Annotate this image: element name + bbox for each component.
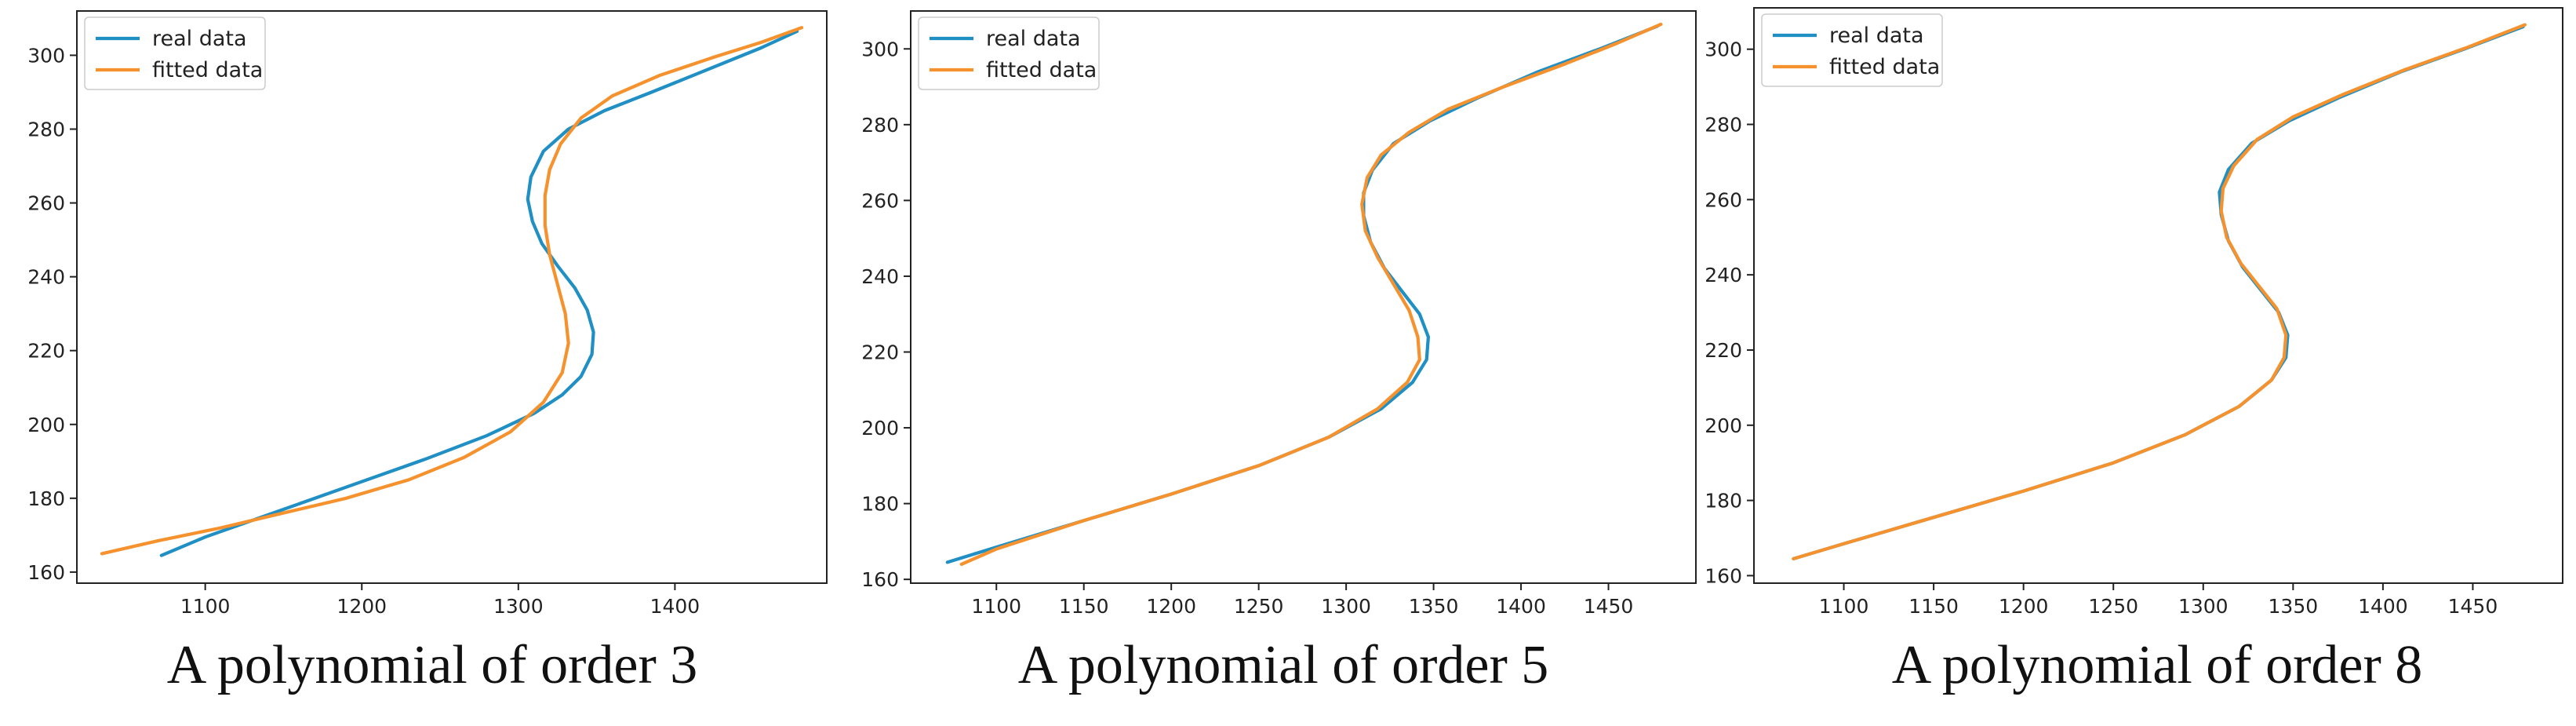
x-tick-label: 1400	[1496, 595, 1546, 618]
chart-panel-order5: 1100 1150 1200 1250 1300 1350 1400 1450 160 180 20…	[861, 10, 1697, 618]
x-tick-label: 1450	[1584, 595, 1634, 618]
y-tick-label: 180	[861, 493, 899, 516]
y-tick-label: 240	[1705, 264, 1742, 286]
y-tick-label: 220	[861, 341, 899, 364]
x-tick-label: 1350	[1409, 595, 1459, 618]
x-tick-label: 1100	[180, 595, 231, 618]
y-tick-label: 220	[1705, 339, 1742, 362]
y-tick-label: 260	[27, 192, 65, 215]
legend-label-fitted-data: fitted data	[152, 58, 263, 82]
series-line-fitted-data-order3	[100, 26, 804, 556]
y-tick-label: 300	[1705, 38, 1742, 61]
legend-order8: real data fitted data	[1761, 13, 1943, 87]
series-line-fitted-data-order8	[1792, 23, 2527, 560]
y-tick-label: 240	[27, 266, 65, 289]
y-tick-label: 240	[861, 265, 899, 288]
series-line-real-data-order8	[1792, 24, 2525, 560]
x-tick-label: 1400	[650, 595, 700, 618]
axes-frame-order3	[76, 10, 828, 584]
x-tick-label: 1250	[1234, 595, 1284, 618]
x-tick-label: 1300	[1321, 595, 1371, 618]
caption-order-5: A polynomial of order 5	[1017, 635, 1549, 695]
axes-frame-order8	[1753, 7, 2563, 584]
x-tick-label: 1350	[2269, 595, 2319, 618]
legend-label-real-data: real data	[1829, 24, 1924, 48]
chart-panel-order3: 1100 1200 1300 1400 160 180 200 220 240 260 280 300…	[27, 10, 828, 618]
y-tick-label: 260	[1705, 188, 1742, 211]
y-tick-label: 160	[27, 561, 65, 584]
y-tick-label: 280	[27, 119, 65, 141]
chart-panel-order8: 1100 1150 1200 1250 1300 1350 1400 1450 160 180 20…	[1705, 7, 2563, 618]
y-tick-label: 180	[27, 487, 65, 510]
x-tick-label: 1450	[2448, 595, 2498, 618]
y-tick-label: 280	[861, 114, 899, 137]
series-line-real-data-order5	[945, 24, 1660, 564]
legend-order5: real data fitted data	[918, 16, 1100, 90]
series-line-fitted-data-order5	[959, 22, 1663, 566]
y-tick-label: 200	[27, 414, 65, 436]
y-tick-label: 300	[861, 38, 899, 60]
legend-label-fitted-data: fitted data	[1829, 55, 1940, 79]
caption-order-3: A polynomial of order 3	[166, 635, 698, 695]
y-tick-label: 160	[1705, 564, 1742, 587]
x-tick-label: 1400	[2358, 595, 2408, 618]
y-tick-label: 280	[1705, 114, 1742, 137]
y-tick-label: 200	[1705, 414, 1742, 437]
legend-label-fitted-data: fitted data	[986, 58, 1097, 82]
x-tick-label: 1250	[2088, 595, 2138, 618]
x-tick-label: 1100	[1819, 595, 1869, 618]
x-tick-label: 1150	[1908, 595, 1959, 618]
legend-label-real-data: real data	[986, 27, 1081, 51]
y-tick-label: 160	[861, 568, 899, 591]
legend-label-real-data: real data	[152, 27, 247, 51]
x-tick-label: 1200	[1146, 595, 1196, 618]
y-tick-label: 300	[27, 44, 65, 67]
y-tick-label: 200	[861, 417, 899, 440]
x-tick-label: 1300	[493, 595, 544, 618]
legend-order3: real data fitted data	[84, 16, 266, 90]
x-tick-label: 1200	[337, 595, 387, 618]
axes-frame-order5	[910, 10, 1697, 584]
x-tick-label: 1150	[1059, 595, 1109, 618]
x-tick-label: 1200	[1999, 595, 2049, 618]
y-tick-label: 220	[27, 340, 65, 363]
y-tick-label: 260	[861, 189, 899, 212]
x-tick-label: 1100	[971, 595, 1021, 618]
x-tick-label: 1300	[2178, 595, 2229, 618]
series-line-real-data-order3	[159, 29, 799, 557]
caption-order-8: A polynomial of order 8	[1891, 635, 2423, 695]
y-tick-label: 180	[1705, 490, 1742, 513]
